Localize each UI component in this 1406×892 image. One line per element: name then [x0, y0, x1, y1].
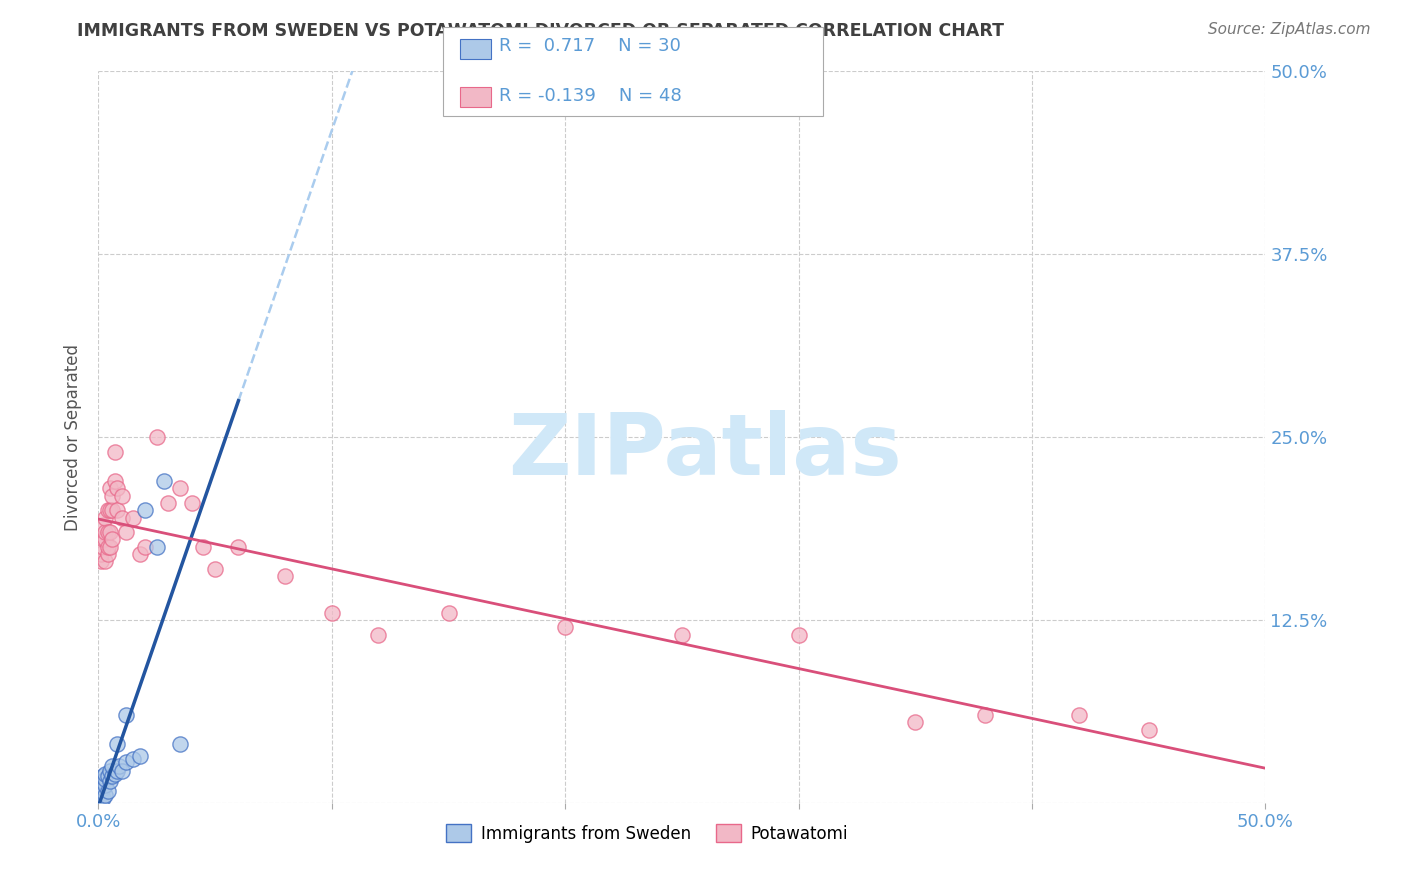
- Point: [321, 606, 343, 620]
- Point: [152, 474, 174, 488]
- Point: [101, 533, 124, 547]
- Point: [122, 752, 145, 766]
- Point: [94, 554, 117, 568]
- Point: [115, 525, 138, 540]
- Point: [90, 793, 112, 807]
- Point: [98, 481, 121, 495]
- Point: [105, 503, 128, 517]
- Point: [104, 474, 127, 488]
- Point: [134, 540, 156, 554]
- Point: [91, 781, 114, 796]
- Point: [98, 540, 121, 554]
- Point: [98, 764, 121, 778]
- Text: Source: ZipAtlas.com: Source: ZipAtlas.com: [1208, 22, 1371, 37]
- Point: [671, 627, 693, 641]
- Y-axis label: Divorced or Separated: Divorced or Separated: [65, 343, 83, 531]
- Point: [94, 778, 117, 792]
- Point: [94, 789, 117, 803]
- Point: [111, 764, 134, 778]
- Point: [104, 444, 127, 458]
- Point: [94, 772, 117, 787]
- Point: [97, 769, 120, 783]
- Point: [101, 759, 124, 773]
- Point: [91, 769, 114, 783]
- Point: [94, 510, 117, 524]
- Text: ZIPatlas: ZIPatlas: [509, 410, 903, 493]
- Point: [437, 606, 460, 620]
- Point: [180, 496, 202, 510]
- Point: [97, 503, 120, 517]
- Point: [98, 503, 121, 517]
- Point: [111, 489, 134, 503]
- Point: [228, 540, 250, 554]
- Point: [157, 496, 180, 510]
- Point: [101, 503, 124, 517]
- Point: [101, 489, 124, 503]
- Point: [146, 540, 169, 554]
- Point: [122, 510, 145, 524]
- Point: [1137, 723, 1160, 737]
- Point: [105, 764, 128, 778]
- Point: [367, 627, 389, 641]
- Point: [129, 547, 152, 561]
- Point: [90, 547, 112, 561]
- Point: [1067, 708, 1090, 723]
- Point: [193, 540, 215, 554]
- Point: [97, 540, 120, 554]
- Text: IMMIGRANTS FROM SWEDEN VS POTAWATOMI DIVORCED OR SEPARATED CORRELATION CHART: IMMIGRANTS FROM SWEDEN VS POTAWATOMI DIV…: [77, 22, 1004, 40]
- Text: R = -0.139    N = 48: R = -0.139 N = 48: [499, 87, 682, 105]
- Point: [91, 533, 114, 547]
- Point: [134, 503, 156, 517]
- Point: [115, 708, 138, 723]
- Point: [91, 540, 114, 554]
- Point: [91, 517, 114, 532]
- Point: [104, 766, 127, 780]
- Point: [94, 766, 117, 780]
- Point: [98, 773, 121, 788]
- Point: [169, 737, 191, 751]
- Point: [274, 569, 297, 583]
- Point: [97, 784, 120, 798]
- Text: R =  0.717    N = 30: R = 0.717 N = 30: [499, 37, 681, 55]
- Point: [974, 708, 997, 723]
- Point: [105, 481, 128, 495]
- Point: [94, 525, 117, 540]
- Legend: Immigrants from Sweden, Potawatomi: Immigrants from Sweden, Potawatomi: [439, 818, 855, 849]
- Point: [111, 510, 134, 524]
- Point: [108, 759, 131, 773]
- Point: [554, 620, 576, 634]
- Point: [101, 769, 124, 783]
- Point: [204, 562, 226, 576]
- Point: [115, 755, 138, 769]
- Point: [90, 789, 112, 803]
- Point: [97, 525, 120, 540]
- Point: [904, 715, 927, 730]
- Point: [90, 786, 112, 800]
- Point: [787, 627, 810, 641]
- Point: [94, 533, 117, 547]
- Point: [91, 773, 114, 788]
- Point: [98, 525, 121, 540]
- Point: [97, 547, 120, 561]
- Point: [90, 554, 112, 568]
- Point: [129, 749, 152, 764]
- Point: [169, 481, 191, 495]
- Point: [105, 737, 128, 751]
- Point: [146, 430, 169, 444]
- Point: [91, 791, 114, 805]
